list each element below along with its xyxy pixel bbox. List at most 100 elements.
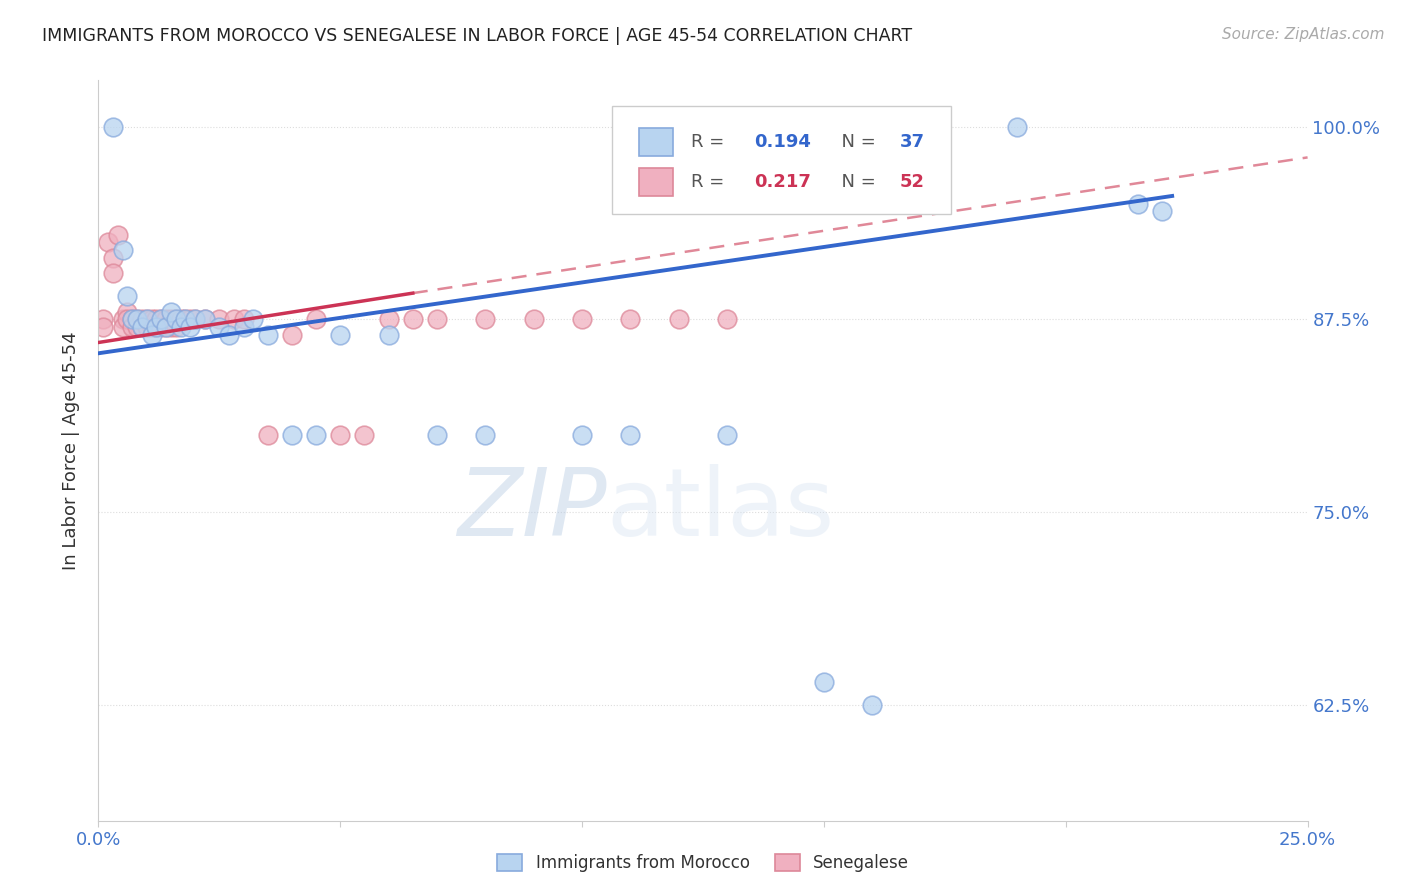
Point — [179, 320, 201, 334]
Point — [194, 312, 217, 326]
Point — [184, 312, 207, 326]
Point — [256, 428, 278, 442]
Text: ZIP: ZIP — [457, 464, 606, 555]
Legend: Immigrants from Morocco, Senegalese: Immigrants from Morocco, Senegalese — [491, 847, 915, 879]
Point — [179, 312, 201, 326]
Point — [668, 312, 690, 326]
Point — [329, 428, 352, 442]
Point — [184, 312, 207, 326]
Point — [160, 304, 183, 318]
Point — [402, 312, 425, 326]
Point — [571, 428, 593, 442]
Point — [117, 304, 139, 318]
Point — [169, 320, 191, 334]
Point — [145, 320, 167, 334]
Text: atlas: atlas — [606, 464, 835, 556]
Point — [281, 327, 304, 342]
Point — [155, 320, 177, 334]
Point — [150, 320, 173, 334]
Point — [305, 312, 328, 326]
Point — [91, 312, 114, 326]
Point — [1152, 204, 1174, 219]
Point — [145, 320, 167, 334]
FancyBboxPatch shape — [638, 128, 673, 156]
Point — [194, 312, 217, 326]
Point — [1128, 196, 1150, 211]
Point — [426, 428, 449, 442]
Point — [860, 698, 883, 712]
Point — [135, 312, 157, 326]
Point — [145, 312, 167, 326]
Text: 52: 52 — [900, 173, 925, 191]
Point — [131, 320, 153, 334]
Point — [716, 312, 738, 326]
Point — [121, 312, 143, 326]
FancyBboxPatch shape — [613, 106, 950, 213]
Point — [101, 266, 124, 280]
Point — [165, 320, 187, 334]
Point — [91, 320, 114, 334]
Point — [474, 428, 496, 442]
Point — [242, 312, 264, 326]
Point — [218, 327, 240, 342]
FancyBboxPatch shape — [638, 168, 673, 195]
Point — [160, 312, 183, 326]
Point — [127, 312, 149, 326]
Point — [571, 312, 593, 326]
Point — [107, 227, 129, 242]
Point — [377, 312, 399, 326]
Text: R =: R = — [690, 173, 730, 191]
Point — [353, 428, 375, 442]
Point — [619, 312, 641, 326]
Text: IMMIGRANTS FROM MOROCCO VS SENEGALESE IN LABOR FORCE | AGE 45-54 CORRELATION CHA: IMMIGRANTS FROM MOROCCO VS SENEGALESE IN… — [42, 27, 912, 45]
Point — [619, 428, 641, 442]
Point — [174, 312, 197, 326]
Text: Source: ZipAtlas.com: Source: ZipAtlas.com — [1222, 27, 1385, 42]
Point — [174, 312, 197, 326]
Point — [141, 312, 163, 326]
Point — [150, 312, 173, 326]
Point — [281, 428, 304, 442]
Point — [169, 312, 191, 326]
Point — [97, 235, 120, 250]
Point — [208, 320, 231, 334]
Point — [127, 312, 149, 326]
Point — [121, 312, 143, 326]
Point — [329, 327, 352, 342]
Point — [135, 320, 157, 334]
Point — [135, 312, 157, 326]
Point — [111, 320, 134, 334]
Point — [232, 320, 254, 334]
Point — [377, 327, 399, 342]
Text: 0.217: 0.217 — [754, 173, 811, 191]
Text: 37: 37 — [900, 133, 925, 151]
Text: R =: R = — [690, 133, 730, 151]
Point — [131, 320, 153, 334]
Point — [127, 320, 149, 334]
Point — [121, 320, 143, 334]
Point — [426, 312, 449, 326]
Text: N =: N = — [830, 133, 882, 151]
Point — [232, 312, 254, 326]
Point — [111, 312, 134, 326]
Point — [305, 428, 328, 442]
Point — [155, 320, 177, 334]
Point — [813, 674, 835, 689]
Point — [716, 428, 738, 442]
Point — [208, 312, 231, 326]
Point — [117, 289, 139, 303]
Point — [101, 120, 124, 134]
Point — [165, 312, 187, 326]
Point — [160, 320, 183, 334]
Text: N =: N = — [830, 173, 882, 191]
Point — [101, 251, 124, 265]
Point — [117, 312, 139, 326]
Point — [474, 312, 496, 326]
Point — [155, 312, 177, 326]
Y-axis label: In Labor Force | Age 45-54: In Labor Force | Age 45-54 — [62, 331, 80, 570]
Point — [131, 312, 153, 326]
Point — [523, 312, 546, 326]
Point — [1007, 120, 1029, 134]
Point — [256, 327, 278, 342]
Point — [165, 312, 187, 326]
